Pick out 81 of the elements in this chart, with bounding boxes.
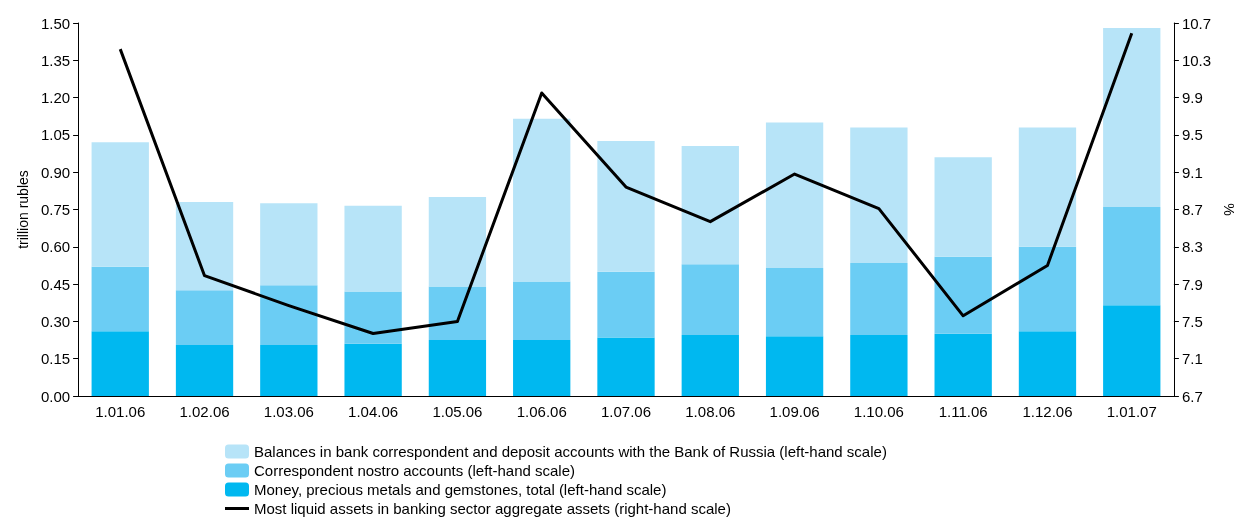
x-tick-label: 1.10.06 [853,403,904,420]
bar [260,345,318,396]
y-tick-label: 0.75 [40,201,71,218]
bar [934,256,992,334]
y2-tick-label: 8.3 [1181,238,1203,256]
bar [344,291,402,344]
y2-tick-label: 10.3 [1181,51,1212,69]
bar [260,203,318,286]
y2-tick-label: 7.9 [1181,275,1203,293]
x-tick-label: 1.05.06 [432,403,483,420]
x-tick-label: 1.04.06 [348,403,399,420]
bar [175,202,234,291]
bar [428,340,487,396]
bar [91,142,149,267]
bar [934,333,992,396]
x-tick-label: 1.01.06 [95,403,146,420]
x-tick-label: 1.01.07 [1106,403,1157,420]
y-tick-label: 1.35 [40,51,71,69]
bar [91,266,149,332]
bar [1103,305,1161,396]
y-tick-label: 0.90 [40,163,71,181]
bar [681,146,739,265]
bar [850,262,908,336]
bar [597,337,655,396]
bar [850,335,908,396]
bar [175,290,234,346]
bar [513,118,571,282]
legend-label: Balances in bank correspondent and deposit accounts with the Bank of Russia (left-hand scale) [254,443,887,460]
y2-tick-label: 7.5 [1181,312,1203,330]
bar [260,285,318,346]
x-tick-label: 1.03.06 [263,403,314,420]
y-tick-label: 0.00 [40,387,71,405]
y-tick-label: 0.15 [40,350,71,368]
bar [428,197,487,287]
bar [597,141,655,272]
y-tick-label: 0.45 [40,275,71,293]
legend-label: Money, precious metals and gemstones, total (left-hand scale) [254,481,667,498]
y2-tick-label: 8.7 [1181,201,1203,218]
bar [1103,207,1161,306]
bar [765,336,824,396]
bar [1018,246,1077,332]
y2-tick-label: 9.5 [1181,126,1203,144]
bar [597,271,655,338]
x-tick-label: 1.11.06 [938,403,988,420]
bar [1103,27,1161,208]
y2-tick-label: 9.9 [1181,89,1203,107]
bar [344,343,402,396]
y2-axis-title: % [1221,203,1237,216]
bar [428,286,487,341]
x-tick-label: 1.08.06 [685,403,736,420]
line-series [118,31,1134,336]
bar [765,122,824,268]
bar [1018,331,1077,396]
y-tick-label: 0.60 [40,238,71,256]
legend-label: Correspondent nostro accounts (left-hand scale) [254,462,576,479]
y-tick-label: 1.50 [40,14,71,32]
y2-tick-label: 7.1 [1181,350,1203,368]
bar [681,264,739,336]
y2-tick-label: 6.7 [1181,387,1203,405]
y-tick-label: 1.20 [40,89,71,107]
bar [1018,127,1077,247]
y2-tick-label: 10.7 [1181,14,1212,32]
bar [91,331,149,396]
bar [344,205,402,292]
x-tick-label: 1.07.06 [600,403,652,420]
bar [765,267,824,337]
bar [175,345,234,396]
y-axis-title: trillion rubles [15,170,31,249]
x-tick-label: 1.09.06 [769,403,820,420]
legend-label: Most liquid assets in banking sector aggregate assets (right-hand scale) [254,500,731,517]
bar [934,157,992,257]
y2-tick-label: 9.1 [1181,163,1203,181]
bar [513,281,571,341]
bar [850,127,908,263]
y-tick-label: 0.30 [40,312,71,330]
x-tick-label: 1.06.06 [516,403,567,420]
x-tick-label: 1.12.06 [1022,403,1073,420]
bar [513,340,571,396]
bar [681,335,739,396]
x-tick-label: 1.02.06 [179,403,230,420]
y-tick-label: 1.05 [40,126,71,144]
